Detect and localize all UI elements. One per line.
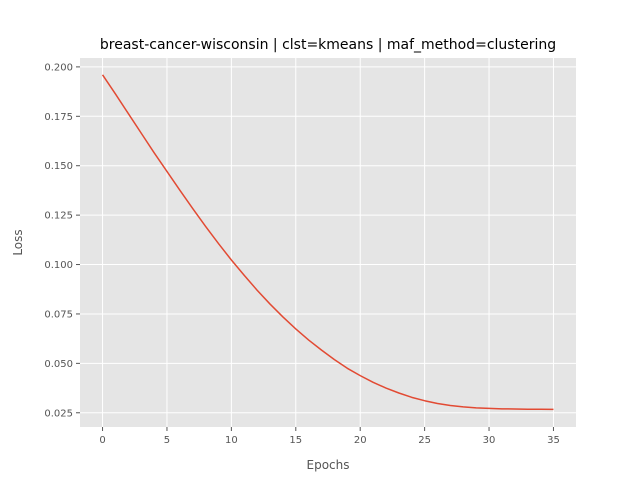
y-tick-label: 0.150 [44, 161, 73, 172]
x-tick-label: 5 [164, 435, 170, 446]
y-axis-ticks: 0.025 0.050 0.075 0.100 0.125 0.150 0.175 0.200 [44, 62, 80, 419]
plot-area [80, 58, 576, 427]
y-tick-label: 0.050 [44, 359, 73, 370]
chart-title: breast-cancer-wisconsin | clst=kmeans | … [100, 37, 556, 53]
x-tick-label: 25 [418, 435, 431, 446]
x-tick-label: 20 [354, 435, 367, 446]
x-tick-label: 0 [99, 435, 105, 446]
y-tick-label: 0.125 [44, 211, 73, 222]
grid-lines [80, 58, 576, 427]
x-axis-ticks: 0 5 10 15 20 25 30 35 [99, 427, 560, 446]
y-tick-label: 0.075 [44, 309, 73, 320]
y-tick-label: 0.100 [44, 260, 73, 271]
x-tick-label: 35 [547, 435, 560, 446]
x-axis-label: Epochs [307, 458, 350, 472]
y-tick-label: 0.200 [44, 62, 73, 73]
y-tick-label: 0.025 [44, 408, 73, 419]
series-lines [101, 74, 554, 411]
x-tick-label: 10 [225, 435, 238, 446]
loss-series-line [101, 74, 554, 411]
x-tick-label: 15 [289, 435, 302, 446]
x-tick-label: 30 [483, 435, 496, 446]
y-axis-label: Loss [11, 229, 25, 255]
y-tick-label: 0.175 [44, 112, 73, 123]
